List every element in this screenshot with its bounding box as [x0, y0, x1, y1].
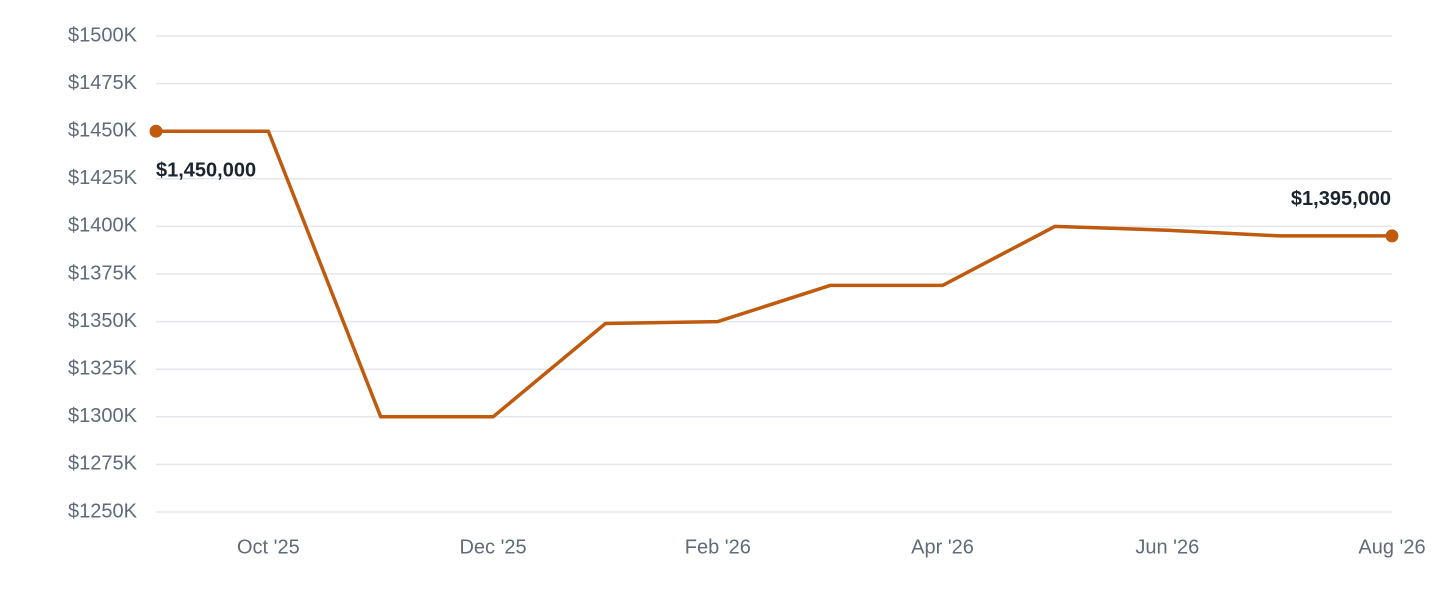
y-tick-label: $1250K	[68, 500, 138, 522]
y-tick-label: $1425K	[68, 167, 138, 189]
y-tick-label: $1325K	[68, 357, 138, 379]
y-tick-label: $1400K	[68, 215, 138, 237]
x-tick-label: Jun '26	[1135, 536, 1199, 558]
x-tick-label: Oct '25	[237, 536, 300, 558]
y-tick-label: $1350K	[68, 310, 138, 332]
end-point	[149, 124, 163, 138]
x-tick-label: Dec '25	[459, 536, 526, 558]
y-tick-label: $1475K	[68, 72, 138, 94]
value-label: $1,450,000	[156, 159, 256, 181]
y-tick-label: $1500K	[68, 24, 138, 46]
y-tick-label: $1450K	[68, 119, 138, 141]
y-tick-label: $1275K	[68, 453, 138, 475]
price-line	[156, 129, 1392, 419]
value-label: $1,395,000	[1291, 188, 1391, 210]
x-tick-label: Aug '26	[1358, 536, 1425, 558]
end-point	[1385, 229, 1399, 243]
x-tick-label: Feb '26	[685, 536, 751, 558]
y-tick-label: $1300K	[68, 405, 138, 427]
x-tick-label: Apr '26	[911, 536, 974, 558]
y-tick-label: $1375K	[68, 262, 138, 284]
